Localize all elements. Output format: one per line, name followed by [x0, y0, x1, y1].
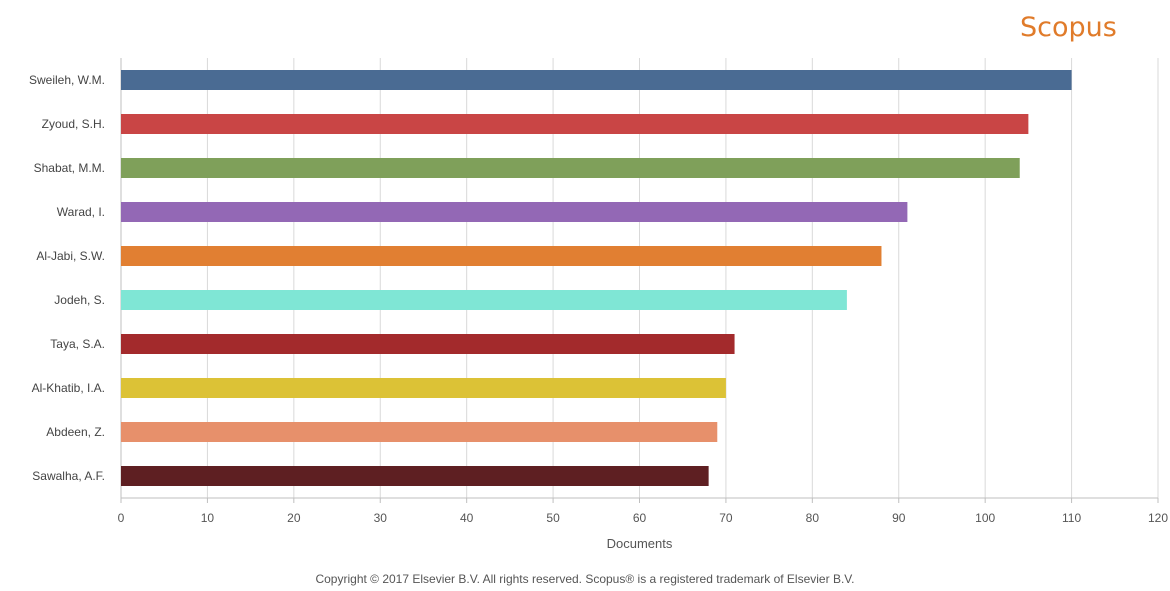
- bar: [121, 466, 709, 486]
- category-labels: Sweileh, W.M. Zyoud, S.H. Shabat, M.M. Wara…: [29, 73, 105, 483]
- x-tick-label: 20: [287, 511, 301, 525]
- bar: [121, 158, 1020, 178]
- category-label: Shabat, M.M.: [34, 161, 105, 175]
- x-tick-label: 70: [719, 511, 733, 525]
- category-label: Sweileh, W.M.: [29, 73, 105, 87]
- bars: [121, 70, 1072, 486]
- bar: [121, 70, 1072, 90]
- x-axis-title: Documents: [607, 536, 673, 551]
- x-tick-label: 10: [201, 511, 215, 525]
- x-tick-label: 60: [633, 511, 647, 525]
- bar: [121, 290, 847, 310]
- x-tick-label: 110: [1062, 511, 1081, 525]
- x-tick-label: 100: [975, 511, 995, 525]
- category-label: Warad, I.: [57, 205, 105, 219]
- bar: [121, 378, 726, 398]
- category-label: Abdeen, Z.: [46, 425, 105, 439]
- bar: [121, 334, 735, 354]
- category-label: Zyoud, S.H.: [42, 117, 105, 131]
- category-label: Jodeh, S.: [54, 293, 105, 307]
- bar: [121, 422, 718, 442]
- x-tick-label: 0: [118, 511, 125, 525]
- x-axis: 0 10 20 30 40 50 60 70 80 90 100 110 120: [118, 497, 1168, 525]
- category-label: Sawalha, A.F.: [32, 469, 105, 483]
- x-tick-label: 30: [374, 511, 388, 525]
- category-label: Taya, S.A.: [50, 337, 105, 351]
- category-label: Al-Jabi, S.W.: [36, 249, 105, 263]
- x-tick-label: 40: [460, 511, 474, 525]
- category-label: Al-Khatib, I.A.: [32, 381, 105, 395]
- bar: [121, 114, 1029, 134]
- bar: [121, 202, 908, 222]
- bar: [121, 246, 882, 266]
- x-tick-label: 50: [546, 511, 560, 525]
- copyright-notice: Copyright © 2017 Elsevier B.V. All right…: [315, 572, 855, 586]
- x-tick-label: 90: [892, 511, 906, 525]
- x-tick-label: 120: [1148, 511, 1168, 525]
- x-tick-label: 80: [806, 511, 820, 525]
- scopus-logo: Scopus: [1020, 12, 1117, 43]
